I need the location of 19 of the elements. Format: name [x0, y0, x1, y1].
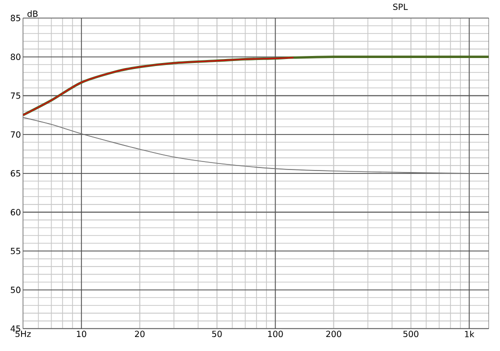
y-tick-label: 70: [10, 131, 20, 138]
y-tick-label: 85: [10, 14, 20, 22]
y-tick-label: 65: [10, 170, 20, 177]
x-tick-label: 100: [268, 330, 283, 338]
x-tick-label: 1k: [465, 330, 474, 338]
y-tick-label: 45: [10, 326, 20, 332]
x-tick-label: 50: [212, 330, 222, 338]
x-tick-label: 10: [76, 330, 86, 338]
y-tick-label: 60: [10, 208, 20, 216]
x-tick-label: 5Hz: [16, 330, 31, 338]
y-tick-label: 50: [10, 286, 20, 294]
y-tick-label: 80: [10, 54, 20, 60]
y-axis-title: dB: [27, 10, 38, 17]
x-tick-label: 500: [403, 330, 418, 338]
y-tick-label: 55: [10, 248, 20, 254]
y-tick-label: 75: [10, 92, 20, 99]
chart-title: SPL: [393, 4, 408, 10]
x-tick-label: 200: [326, 330, 342, 338]
x-tick-label: 20: [134, 330, 145, 338]
